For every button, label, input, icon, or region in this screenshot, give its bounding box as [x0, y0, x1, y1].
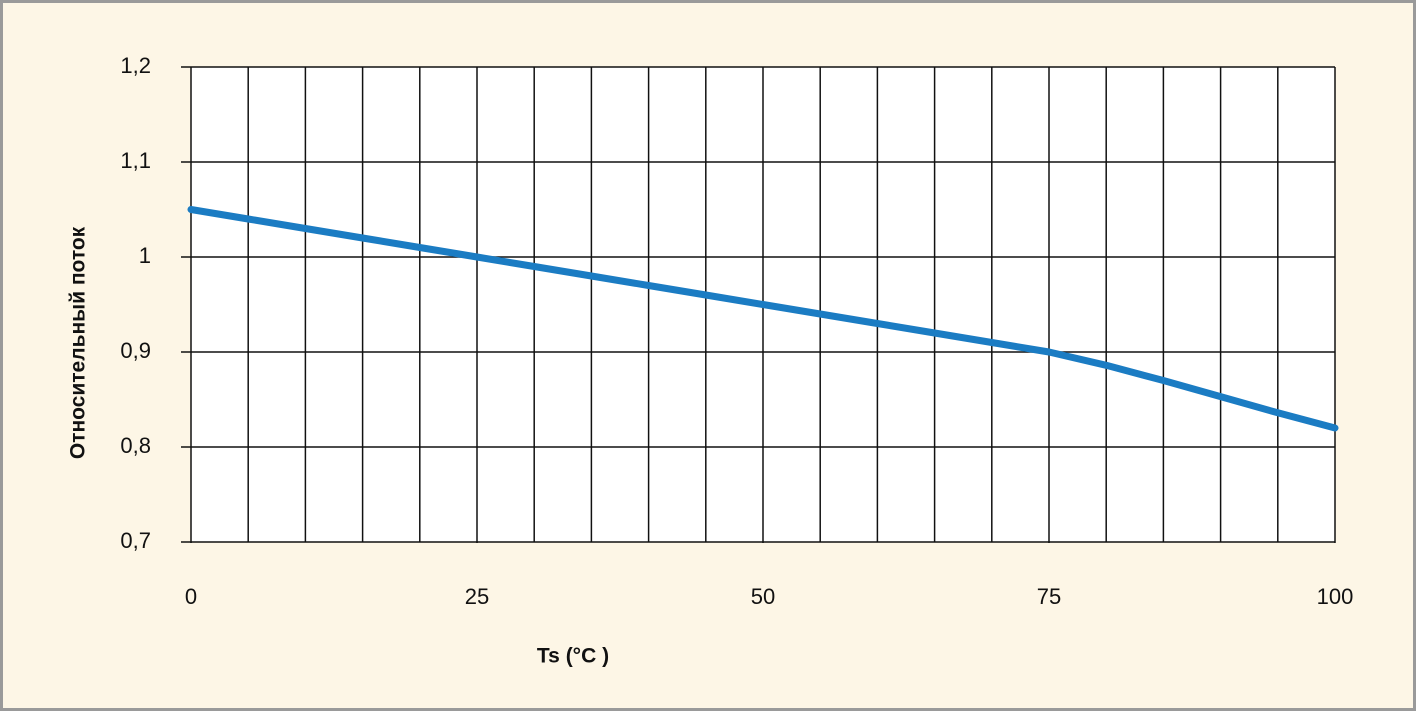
x-tick-label: 75	[1037, 584, 1061, 609]
marks	[187, 206, 1339, 432]
y-tick-label: 1,1	[120, 148, 151, 173]
x-tick-label: 100	[1317, 584, 1354, 609]
x-tick-label: 0	[185, 584, 197, 609]
y-tick-label: 0,8	[120, 433, 151, 458]
y-tick-label: 1,2	[120, 53, 151, 78]
y-axis-title: Относительный поток	[67, 226, 90, 459]
y-tick-label: 1	[139, 243, 151, 268]
data-line	[187, 206, 1339, 432]
x-tick-label: 25	[465, 584, 489, 609]
x-tick-label: 50	[751, 584, 775, 609]
labels: 0,7 0,8 0,9 1 1,1 1,2 0 25 50 75 100	[120, 53, 1353, 609]
x-axis-title: Ts (°C )	[537, 645, 609, 668]
chart: 0,7 0,8 0,9 1 1,1 1,2 0 25 50 75 100 Ts (°C ) Отно…	[67, 53, 1354, 668]
y-tick-label: 0,9	[120, 338, 151, 363]
y-tick-label: 0,7	[120, 528, 151, 553]
